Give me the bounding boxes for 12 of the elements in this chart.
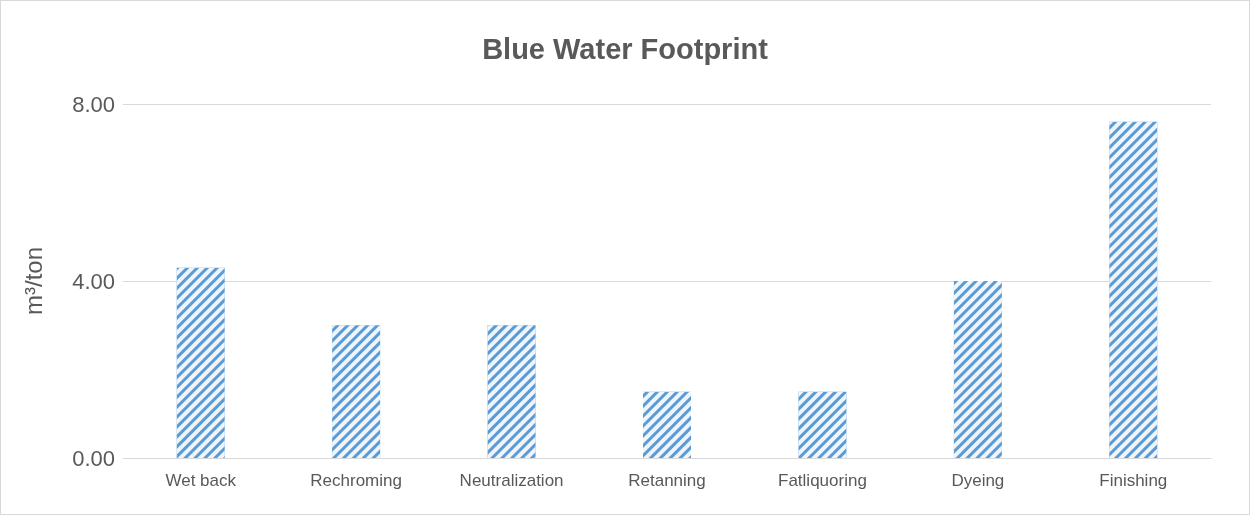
y-tick-label: 4.00	[72, 268, 115, 294]
y-tick-label: 8.00	[72, 91, 115, 117]
y-tick-label: 0.00	[72, 445, 115, 471]
x-tick-label: Retanning	[628, 471, 706, 490]
chart-title: Blue Water Footprint	[482, 32, 769, 65]
x-tick-label: Rechroming	[310, 471, 402, 490]
x-tick-label: Finishing	[1099, 471, 1168, 490]
x-tick-label: Dyeing	[951, 471, 1005, 490]
x-tick-label: Wet back	[165, 471, 237, 490]
x-tick-label: Neutralization	[459, 471, 564, 490]
x-tick-label: Fatliquoring	[778, 471, 867, 490]
y-axis-title: m³/ton	[19, 246, 47, 316]
